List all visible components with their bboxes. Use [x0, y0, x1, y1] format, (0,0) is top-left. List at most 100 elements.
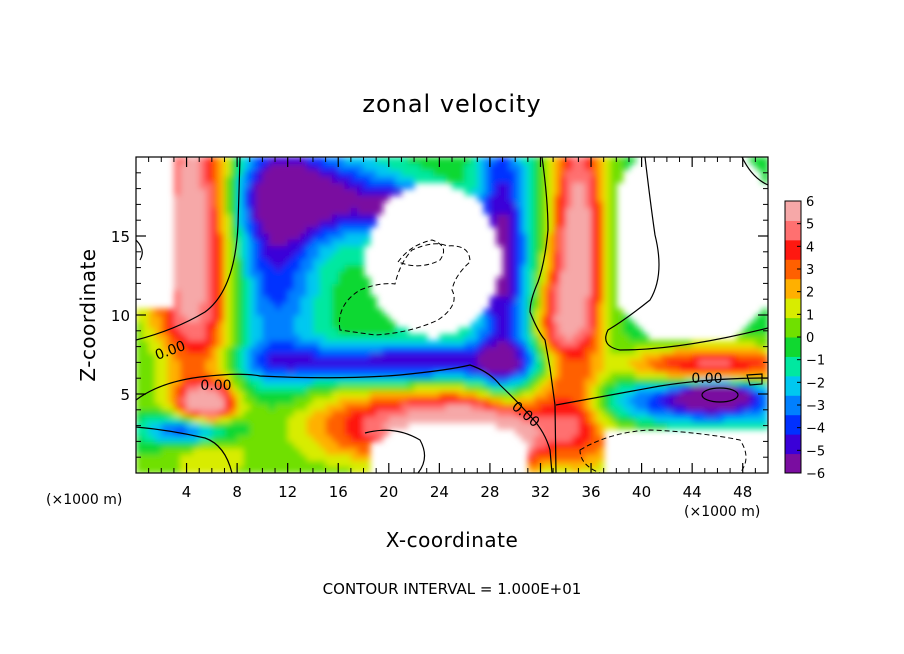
field-cell — [249, 258, 257, 266]
field-cell — [717, 422, 725, 430]
field-cell — [502, 264, 510, 272]
field-cell — [426, 163, 434, 171]
field-cell — [350, 188, 358, 196]
field-cell — [572, 194, 579, 202]
field-cell — [508, 201, 516, 209]
field-cell — [679, 409, 687, 417]
field-cell — [325, 403, 333, 411]
field-cell — [546, 302, 554, 310]
field-cell — [553, 371, 561, 379]
field-cell — [205, 308, 213, 316]
field-cell — [527, 409, 535, 417]
field-cell — [312, 264, 320, 272]
field-cell — [205, 207, 213, 215]
field-cell — [331, 264, 339, 272]
field-cell — [211, 283, 219, 291]
field-cell — [616, 315, 624, 322]
field-cell — [338, 384, 346, 392]
field-cell — [458, 346, 466, 354]
field-cell — [628, 340, 636, 348]
field-cell — [281, 422, 289, 430]
field-cell — [572, 258, 579, 266]
field-cell — [376, 182, 384, 190]
field-cell — [167, 454, 175, 461]
field-cell — [395, 390, 403, 398]
field-cell — [180, 390, 188, 398]
field-cell — [704, 352, 712, 360]
field-cell — [331, 422, 339, 430]
field-cell — [685, 371, 693, 379]
field-cell — [256, 239, 263, 247]
field-cell — [407, 359, 415, 367]
field-cell — [237, 251, 245, 259]
field-cell — [161, 333, 169, 341]
field-cell — [173, 264, 181, 272]
field-cell — [515, 384, 523, 392]
field-cell — [237, 315, 245, 322]
field-cell — [218, 213, 226, 221]
field-cell — [180, 264, 188, 272]
field-cell — [300, 296, 308, 303]
field-cell — [287, 397, 295, 405]
field-cell — [186, 270, 194, 278]
field-cell — [730, 378, 737, 386]
field-cell — [565, 213, 573, 221]
field-cell — [142, 365, 150, 373]
field-cell — [452, 346, 459, 354]
field-cell — [597, 390, 605, 398]
field-cell — [559, 277, 567, 284]
field-cell — [161, 340, 169, 348]
field-cell — [205, 371, 213, 379]
field-cell — [502, 251, 510, 259]
field-cell — [287, 435, 295, 442]
field-cell — [262, 270, 270, 278]
field-cell — [477, 163, 485, 171]
field-cell — [559, 175, 567, 183]
field-cell — [565, 188, 573, 196]
field-cell — [736, 340, 744, 348]
field-cell — [572, 201, 579, 209]
field-cell — [287, 277, 295, 284]
field-cell — [180, 416, 188, 424]
field-cell — [136, 416, 143, 424]
field-cell — [275, 359, 282, 367]
field-cell — [622, 397, 630, 405]
field-cell — [679, 346, 687, 354]
field-cell — [540, 289, 548, 297]
field-cell — [470, 403, 478, 411]
field-cell — [704, 422, 712, 430]
field-cell — [565, 232, 573, 240]
field-cell — [711, 359, 719, 367]
field-cell — [736, 403, 744, 411]
field-cell — [553, 340, 561, 348]
field-cell — [610, 359, 617, 367]
field-cell — [186, 416, 194, 424]
field-cell — [584, 422, 592, 430]
field-cell — [306, 308, 314, 316]
field-cell — [584, 283, 592, 291]
field-cell — [306, 422, 314, 430]
field-cell — [477, 157, 485, 164]
field-cell — [306, 289, 314, 297]
field-cell — [268, 422, 276, 430]
field-cell — [578, 435, 586, 442]
field-cell — [483, 175, 491, 183]
field-cell — [331, 213, 339, 221]
field-cell — [363, 359, 371, 367]
field-cell — [477, 346, 485, 354]
field-cell — [591, 352, 598, 360]
field-cell — [584, 435, 592, 442]
field-cell — [344, 460, 352, 468]
field-cell — [502, 333, 510, 341]
field-cell — [597, 201, 605, 209]
field-cell — [306, 258, 314, 266]
field-cell — [628, 327, 636, 335]
field-cell — [546, 258, 554, 266]
field-cell — [717, 409, 725, 417]
field-cell — [502, 321, 510, 329]
field-cell — [388, 340, 396, 348]
field-cell — [154, 409, 162, 417]
field-cell — [591, 435, 598, 442]
field-cell — [173, 454, 181, 461]
field-cell — [382, 428, 390, 436]
